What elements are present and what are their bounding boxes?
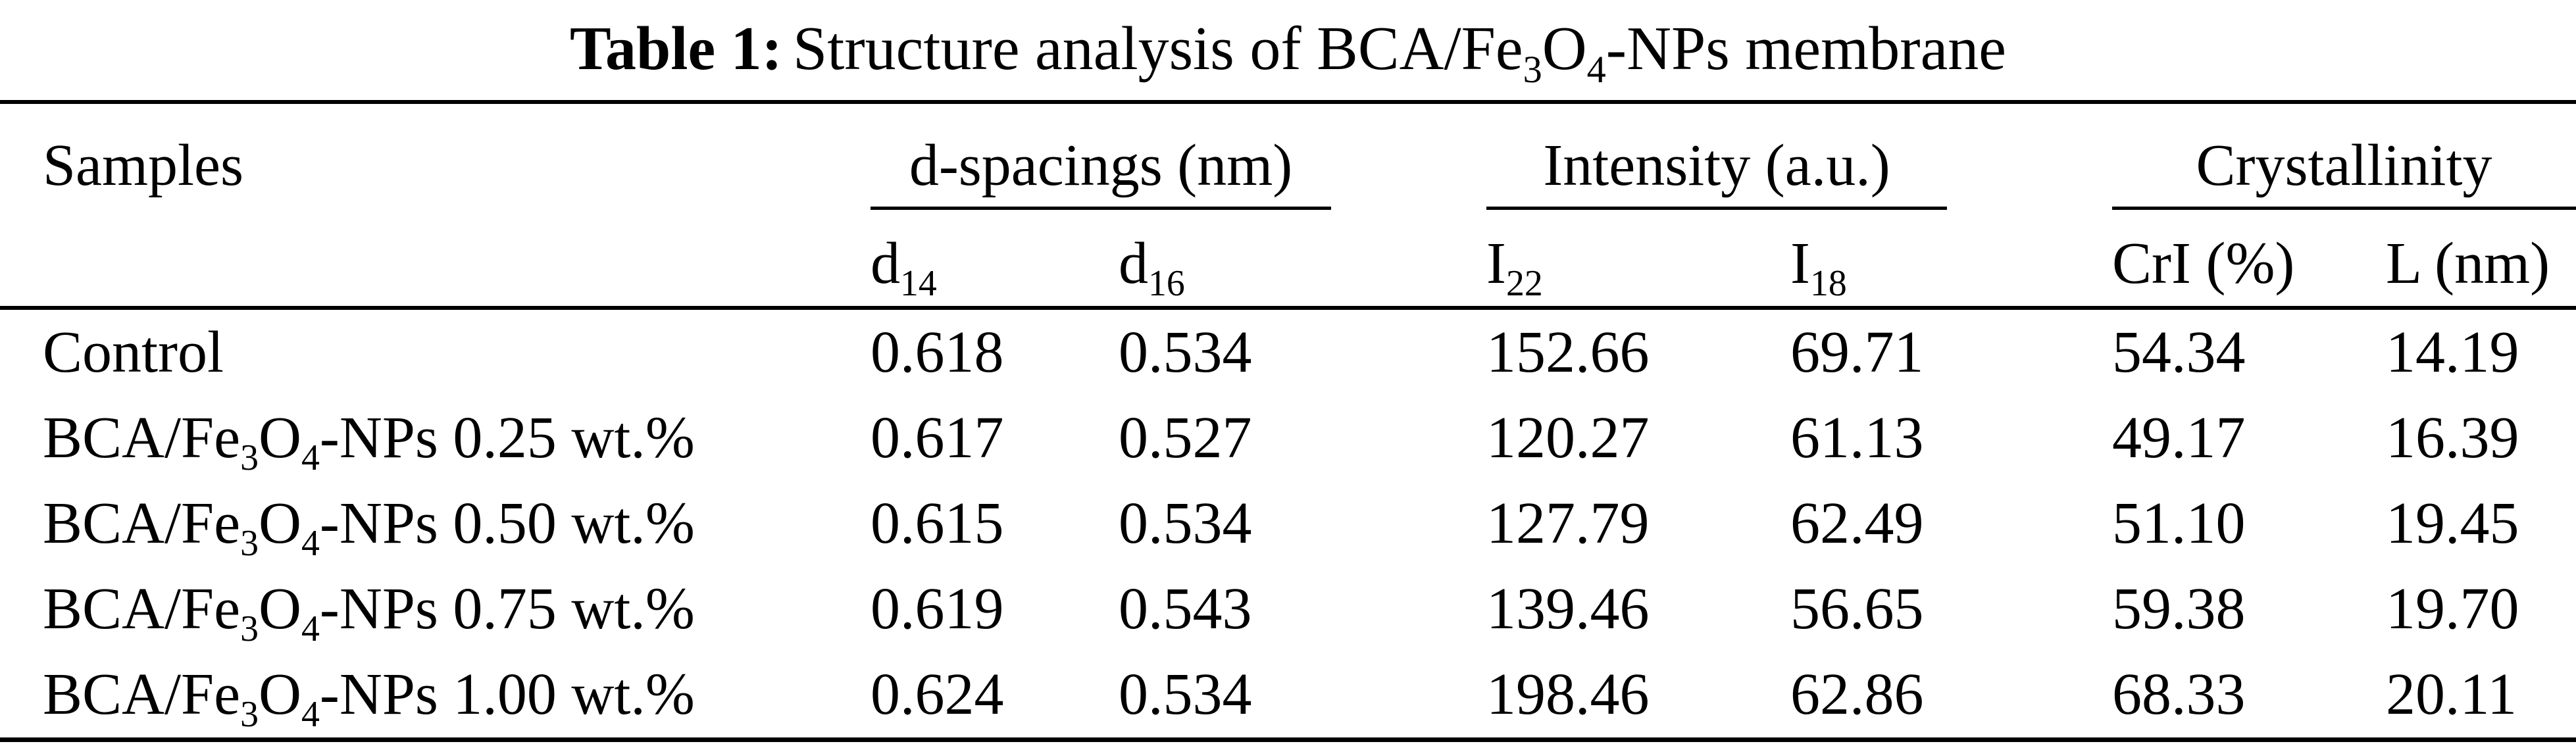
cell-cri: 68.33 — [2112, 662, 2246, 727]
cell-cri: 49.17 — [2112, 405, 2246, 470]
group-header-d-spacings-label: d-spacings (nm) — [871, 136, 1331, 210]
col-header-i22: I22 — [1486, 210, 1790, 310]
group-header-crystallinity-label: Crystallinity — [2112, 136, 2576, 210]
sub-header-row: d14 d16 I22 I18 CrI (%) L (nm) — [0, 210, 2576, 310]
cell-i18: 62.49 — [1790, 491, 1924, 556]
cell-sample: BCA/Fe3O4-NPs 0.75 wt.% — [43, 576, 695, 649]
group-header-intensity-label: Intensity (a.u.) — [1486, 136, 1947, 210]
cell-sample: BCA/Fe3O4-NPs 0.50 wt.% — [43, 491, 695, 564]
cell-d14: 0.615 — [871, 491, 1004, 556]
cell-d16: 0.534 — [1119, 662, 1252, 727]
cell-d16: 0.534 — [1119, 491, 1252, 556]
cell-i22: 152.66 — [1486, 320, 1650, 385]
cell-cri: 59.38 — [2112, 576, 2246, 641]
cell-d16: 0.527 — [1119, 405, 1252, 470]
cell-d14: 0.618 — [871, 320, 1004, 385]
cell-d14: 0.619 — [871, 576, 1004, 641]
cell-i18: 56.65 — [1790, 576, 1924, 641]
cell-l: 16.39 — [2386, 405, 2519, 470]
col-header-cri: CrI (%) — [2112, 210, 2386, 310]
cell-cri: 51.10 — [2112, 491, 2246, 556]
col-header-d14: d14 — [871, 210, 1119, 310]
col-header-l: L (nm) — [2386, 210, 2576, 310]
cell-i22: 120.27 — [1486, 405, 1650, 470]
group-header-intensity: Intensity (a.u.) — [1486, 102, 2112, 210]
cell-sample: BCA/Fe3O4-NPs 1.00 wt.% — [43, 662, 695, 735]
cell-l: 19.45 — [2386, 491, 2519, 556]
cell-d16: 0.543 — [1119, 576, 1252, 641]
cell-d16: 0.534 — [1119, 320, 1252, 385]
cell-i22: 139.46 — [1486, 576, 1650, 641]
col-header-d16: d16 — [1119, 210, 1486, 310]
col-header-samples: Samples — [0, 102, 871, 310]
cell-cri: 54.34 — [2112, 320, 2246, 385]
table-row: Control 0.618 0.534 152.66 69.71 54.34 1… — [0, 308, 2576, 395]
cell-l: 19.70 — [2386, 576, 2519, 641]
table-caption: Table 1: Structure analysis of BCA/Fe3O4-… — [569, 14, 2007, 91]
table-row: BCA/Fe3O4-NPs 0.75 wt.% 0.619 0.543 139.… — [0, 566, 2576, 652]
group-header-row: Samples d-spacings (nm) Intensity (a.u.)… — [0, 102, 2576, 310]
cell-i18: 69.71 — [1790, 320, 1924, 385]
table-row: BCA/Fe3O4-NPs 1.00 wt.% 0.624 0.534 198.… — [0, 652, 2576, 740]
cell-i18: 61.13 — [1790, 405, 1924, 470]
cell-i22: 127.79 — [1486, 491, 1650, 556]
structure-analysis-table: Samples d-spacings (nm) Intensity (a.u.)… — [0, 100, 2576, 742]
cell-i18: 62.86 — [1790, 662, 1924, 727]
cell-sample: Control — [43, 320, 224, 385]
cell-d14: 0.617 — [871, 405, 1004, 470]
cell-l: 14.19 — [2386, 320, 2519, 385]
table-row: BCA/Fe3O4-NPs 0.25 wt.% 0.617 0.527 120.… — [0, 395, 2576, 481]
table-row: BCA/Fe3O4-NPs 0.50 wt.% 0.615 0.534 127.… — [0, 481, 2576, 566]
cell-i22: 198.46 — [1486, 662, 1650, 727]
group-header-d-spacings: d-spacings (nm) — [871, 102, 1486, 210]
col-header-i18: I18 — [1790, 210, 2112, 310]
cell-d14: 0.624 — [871, 662, 1004, 727]
group-header-crystallinity: Crystallinity — [2112, 102, 2576, 210]
cell-sample: BCA/Fe3O4-NPs 0.25 wt.% — [43, 405, 695, 478]
cell-l: 20.11 — [2386, 662, 2517, 727]
